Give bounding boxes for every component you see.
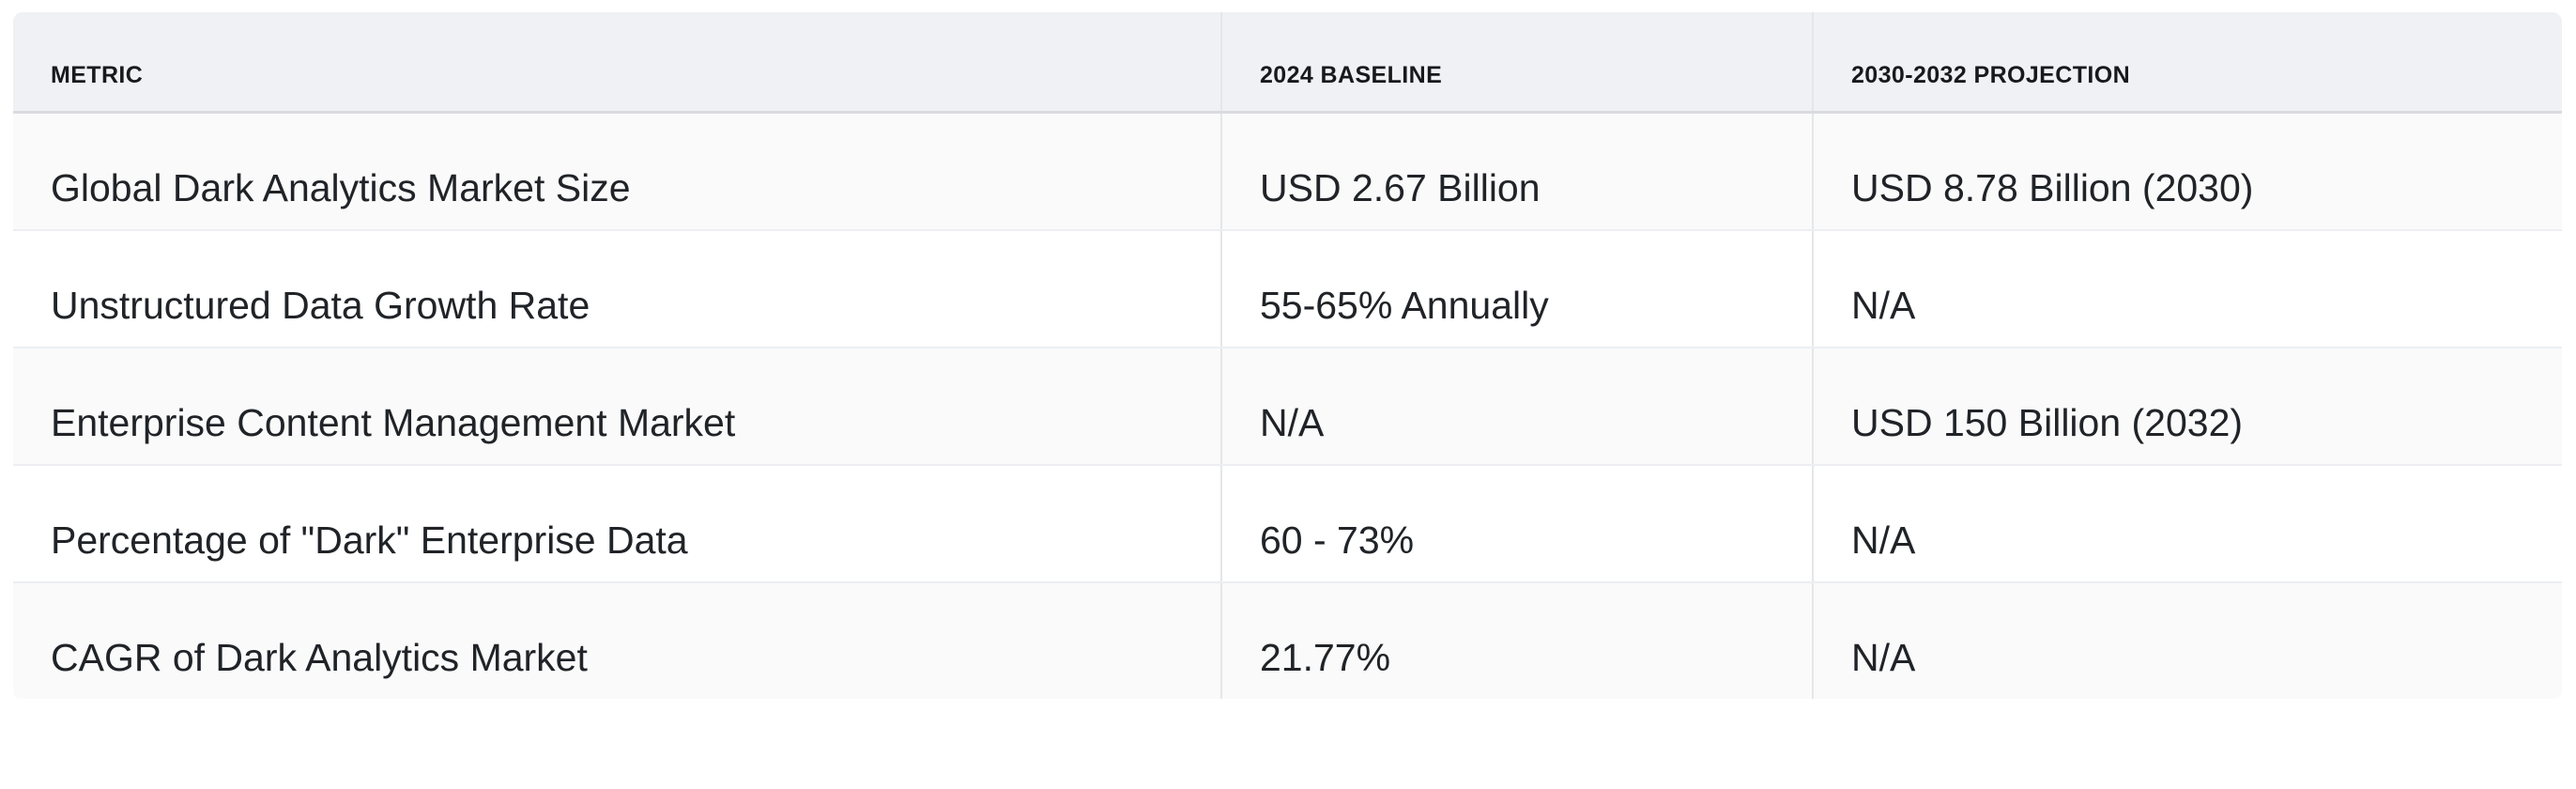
table-row: CAGR of Dark Analytics Market 21.77% N/A <box>13 581 2562 699</box>
cell-projection: USD 150 Billion (2032) <box>1812 348 2562 464</box>
cell-metric: Percentage of "Dark" Enterprise Data <box>51 518 688 562</box>
cell-projection: USD 8.78 Billion (2030) <box>1812 114 2562 229</box>
column-header-metric: METRIC <box>51 62 144 88</box>
cell-baseline: 60 - 73% <box>1220 466 1812 581</box>
cell-projection: N/A <box>1812 231 2562 347</box>
cell-baseline: 55-65% Annually <box>1220 231 1812 347</box>
cell-projection: N/A <box>1812 583 2562 699</box>
column-header-2030-2032-projection: 2030-2032 PROJECTION <box>1812 12 2562 111</box>
cell-baseline: USD 2.67 Billion <box>1220 114 1812 229</box>
cell-baseline: N/A <box>1220 348 1812 464</box>
table-row: Unstructured Data Growth Rate 55-65% Ann… <box>13 229 2562 347</box>
cell-metric: Global Dark Analytics Market Size <box>51 166 631 209</box>
cell-metric: CAGR of Dark Analytics Market <box>51 636 588 679</box>
table-row: Enterprise Content Management Market N/A… <box>13 347 2562 464</box>
metrics-table: METRIC 2024 BASELINE 2030-2032 PROJECTIO… <box>13 12 2562 699</box>
cell-projection: N/A <box>1812 466 2562 581</box>
cell-metric: Enterprise Content Management Market <box>51 401 736 444</box>
table-header-row: METRIC 2024 BASELINE 2030-2032 PROJECTIO… <box>13 12 2562 114</box>
column-header-2024-baseline: 2024 BASELINE <box>1220 12 1812 111</box>
table-row: Percentage of "Dark" Enterprise Data 60 … <box>13 464 2562 581</box>
cell-baseline: 21.77% <box>1220 583 1812 699</box>
table-row: Global Dark Analytics Market Size USD 2.… <box>13 114 2562 229</box>
cell-metric: Unstructured Data Growth Rate <box>51 284 590 327</box>
